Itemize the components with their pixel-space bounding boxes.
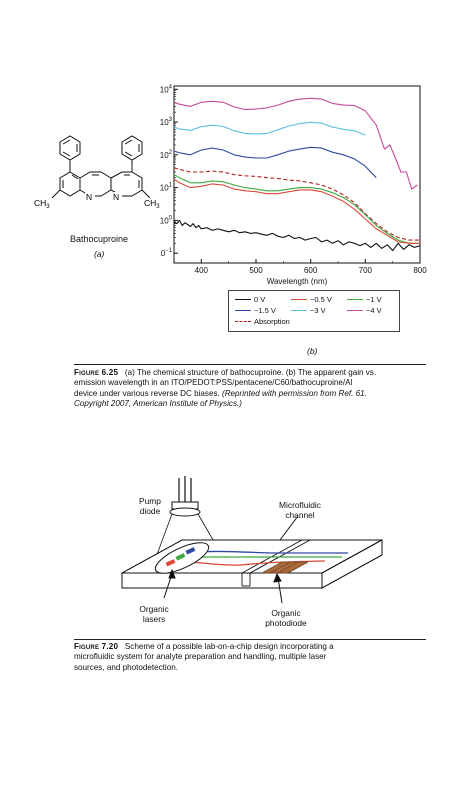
pump-diode xyxy=(169,501,201,517)
figure-6-25-caption: Figure 6.25 (a) The chemical structure o… xyxy=(74,368,426,410)
y-tick-label: 102 xyxy=(160,150,173,160)
figure-label: Figure 7.20 xyxy=(74,642,119,651)
legend-item-absorption: Absorption xyxy=(235,317,290,326)
pump-diode-pins xyxy=(178,476,192,505)
caption-line: emission wavelength in an ITO/PEDOT:PSS/… xyxy=(74,378,353,388)
caption-citation: Copyright 2007, American Institute of Ph… xyxy=(74,399,242,409)
caption-rule-6-25 xyxy=(74,364,426,365)
chart-legend: 0 V −0.5 V −1 V −1.5 V −3 V −4 V Absorpt… xyxy=(228,290,400,332)
organic-lasers-label: Organic lasers xyxy=(139,604,169,624)
series-line xyxy=(173,219,421,252)
y-tick-label: 100 xyxy=(160,215,173,225)
label-arrows xyxy=(163,515,299,604)
caption-line: microfluidic system for analyte preparat… xyxy=(74,652,327,662)
legend-item-minus-4v: −4 V xyxy=(347,306,382,315)
organic-lasers xyxy=(154,542,210,574)
x-tick-label: 600 xyxy=(304,266,318,275)
lab-on-chip-diagram xyxy=(121,476,383,604)
multiplication-chart: 104 103 102 101 100 10−1 400 500 600 700 800 Wavele… xyxy=(160,84,427,286)
organic-photodiode-label: Organic photodiode xyxy=(265,608,307,628)
caption-rule-7-20 xyxy=(74,639,426,640)
y-tick-label: 10−1 xyxy=(160,248,173,258)
figure-7-20-caption: Figure 7.20 Scheme of a possible lab-on-… xyxy=(74,642,426,673)
caption-line: device under various reverse DC biases. xyxy=(74,388,220,398)
y-tick-label: 101 xyxy=(160,183,173,193)
series-line xyxy=(173,178,420,244)
series-line xyxy=(173,174,420,244)
panel-a-label: (a) xyxy=(94,249,105,259)
caption-line: (a) The chemical structure of bathocupro… xyxy=(124,368,377,377)
pump-diode-label: Pump diode xyxy=(139,496,161,516)
legend-item-0v: 0 V xyxy=(235,295,265,304)
molecule-drawing: N N CH3 CH3 xyxy=(34,135,160,210)
series-line xyxy=(173,146,377,179)
legend-item-minus-3v: −3 V xyxy=(291,306,326,315)
x-axis-label: Wavelength (nm) xyxy=(267,277,328,286)
caption-citation: (Reprinted with permission from Ref. 61. xyxy=(222,388,367,398)
plot-frame xyxy=(173,85,421,264)
x-tick-label: 700 xyxy=(359,266,373,275)
bathocuproine-structure: N N CH3 CH3 xyxy=(30,120,170,230)
y-tick-label: 103 xyxy=(160,117,173,127)
methyl-left: CH3 xyxy=(34,198,50,210)
caption-line: Scheme of a possible lab-on-a-chip desig… xyxy=(124,642,334,651)
legend-item-minus-1v: −1 V xyxy=(347,295,382,304)
molecule-name: Bathocuproine xyxy=(70,234,129,244)
x-tick-label: 400 xyxy=(195,266,209,275)
legend-item-minus-0-5v: −0.5 V xyxy=(291,295,332,304)
x-tick-label: 500 xyxy=(249,266,263,275)
legend-item-minus-1-5v: −1.5 V xyxy=(235,306,276,315)
microfluidic-channel-label: Microfluidic channel xyxy=(279,500,321,520)
y-tick-label: 104 xyxy=(160,84,173,94)
panel-b-label: (b) xyxy=(307,346,318,356)
figure-label: Figure 6.25 xyxy=(74,368,119,377)
series-line xyxy=(173,97,418,190)
series-line xyxy=(173,121,366,136)
nitrogen-2: N xyxy=(113,192,119,202)
methyl-right: CH3 xyxy=(144,198,160,210)
nitrogen-1: N xyxy=(86,192,92,202)
caption-line: sources, and photodetection. xyxy=(74,662,178,672)
organic-photodiode xyxy=(261,561,309,574)
x-tick-label: 800 xyxy=(413,266,427,275)
